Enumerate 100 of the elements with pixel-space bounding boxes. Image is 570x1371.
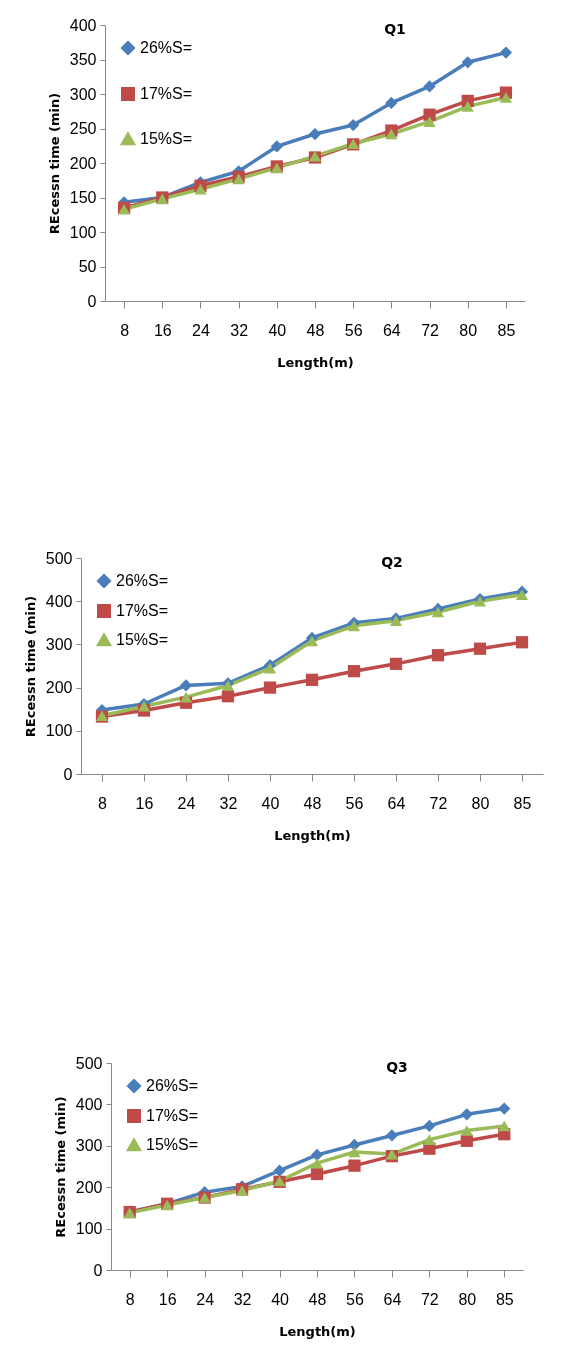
point — [515, 589, 529, 601]
y-tick-label: 400 — [45, 592, 73, 610]
y-tick-label: 150 — [69, 189, 97, 206]
y-tick-label: 300 — [45, 635, 73, 653]
x-tick-label: 80 — [458, 1290, 477, 1308]
legend-label: 17%S= — [146, 1107, 199, 1124]
y-tick-label: 0 — [87, 292, 97, 310]
chart-title: Q1 — [384, 21, 406, 37]
y-tick-label: 200 — [69, 154, 97, 172]
x-tick-label: 85 — [495, 1290, 514, 1308]
point — [194, 183, 207, 195]
y-axis-title: REcessn time (min) — [46, 92, 62, 235]
x-tick-label: 24 — [196, 1290, 215, 1308]
legend-label: 26%S= — [116, 572, 169, 589]
legend-label: 15%S= — [116, 631, 169, 648]
x-tick-label: 16 — [153, 321, 172, 339]
x-tick-label: 56 — [344, 321, 363, 339]
x-axis-title: Length(m) — [277, 354, 354, 370]
y-axis-title: REcessn time (min) — [22, 595, 38, 738]
x-axis-title: Length(m) — [274, 827, 351, 843]
legend-label: 15%S= — [146, 1136, 199, 1153]
y-axis-title: REcessn time (min) — [52, 1096, 68, 1238]
point — [348, 1159, 361, 1172]
point — [385, 128, 398, 140]
point — [347, 620, 361, 632]
point — [270, 140, 283, 153]
point — [461, 101, 474, 112]
x-tick-label: 48 — [306, 321, 325, 339]
point — [179, 679, 193, 692]
point — [431, 649, 445, 662]
point — [179, 691, 193, 703]
x-tick-label: 8 — [125, 1290, 135, 1308]
point — [499, 92, 513, 103]
point — [305, 635, 319, 647]
x-tick-label: 40 — [268, 321, 287, 339]
y-tick-label: 100 — [45, 722, 73, 740]
x-tick-label: 80 — [471, 794, 490, 812]
x-tick-label: 56 — [345, 794, 364, 812]
x-tick-label: 48 — [303, 794, 322, 812]
point — [347, 118, 360, 132]
point — [385, 1129, 399, 1142]
x-tick-label: 72 — [420, 1290, 439, 1308]
x-tick-label: 48 — [308, 1290, 327, 1308]
point — [423, 1119, 436, 1133]
point — [473, 642, 487, 655]
chart-title: Q3 — [386, 1059, 408, 1075]
point — [423, 1134, 436, 1145]
point — [461, 56, 474, 69]
point — [498, 1120, 511, 1132]
y-tick-label: 200 — [45, 679, 73, 697]
point — [310, 1148, 324, 1162]
y-tick-label: 500 — [75, 1054, 103, 1072]
y-tick-label: 100 — [69, 223, 97, 241]
x-tick-label: 64 — [382, 321, 401, 339]
point — [498, 1102, 511, 1115]
x-tick-label: 16 — [135, 794, 154, 812]
point — [460, 1125, 473, 1136]
legend-label: 26%S= — [146, 1077, 199, 1094]
point — [515, 636, 529, 649]
x-tick-label: 24 — [177, 794, 196, 812]
y-tick-label: 300 — [75, 1137, 103, 1155]
point — [423, 108, 436, 121]
legend-label: 17%S= — [140, 85, 193, 102]
point — [348, 1146, 361, 1158]
x-tick-label: 56 — [346, 1290, 364, 1308]
point — [263, 681, 277, 694]
point — [431, 606, 445, 618]
legend-label: 17%S= — [116, 602, 169, 619]
x-tick-label: 40 — [271, 1290, 290, 1308]
x-tick-label: 40 — [261, 794, 280, 812]
point — [385, 96, 398, 110]
point — [460, 1108, 473, 1121]
x-tick-label: 85 — [513, 794, 532, 812]
point — [273, 1164, 286, 1177]
y-tick-label: 50 — [78, 258, 97, 275]
x-tick-label: 16 — [158, 1290, 177, 1308]
y-tick-label: 100 — [75, 1220, 103, 1238]
legend-label: 15%S= — [140, 130, 193, 147]
y-tick-label: 0 — [63, 765, 73, 783]
x-tick-label: 80 — [459, 321, 478, 339]
point — [310, 1167, 324, 1181]
y-tick-label: 200 — [75, 1178, 103, 1196]
x-tick-label: 85 — [497, 321, 516, 339]
y-tick-label: 400 — [69, 16, 97, 34]
point — [308, 127, 322, 141]
point — [389, 657, 403, 670]
point — [423, 80, 436, 93]
x-tick-label: 72 — [429, 794, 448, 812]
point — [347, 665, 361, 678]
y-tick-label: 350 — [69, 51, 97, 68]
y-tick-label: 0 — [93, 1261, 103, 1279]
x-tick-label: 8 — [98, 794, 108, 812]
point — [423, 116, 436, 127]
point — [499, 46, 513, 59]
x-tick-label: 8 — [120, 321, 130, 339]
point — [305, 673, 319, 686]
x-tick-label: 24 — [192, 321, 210, 339]
x-tick-label: 32 — [233, 1290, 252, 1308]
y-tick-label: 250 — [69, 120, 97, 137]
y-tick-label: 300 — [69, 85, 97, 103]
